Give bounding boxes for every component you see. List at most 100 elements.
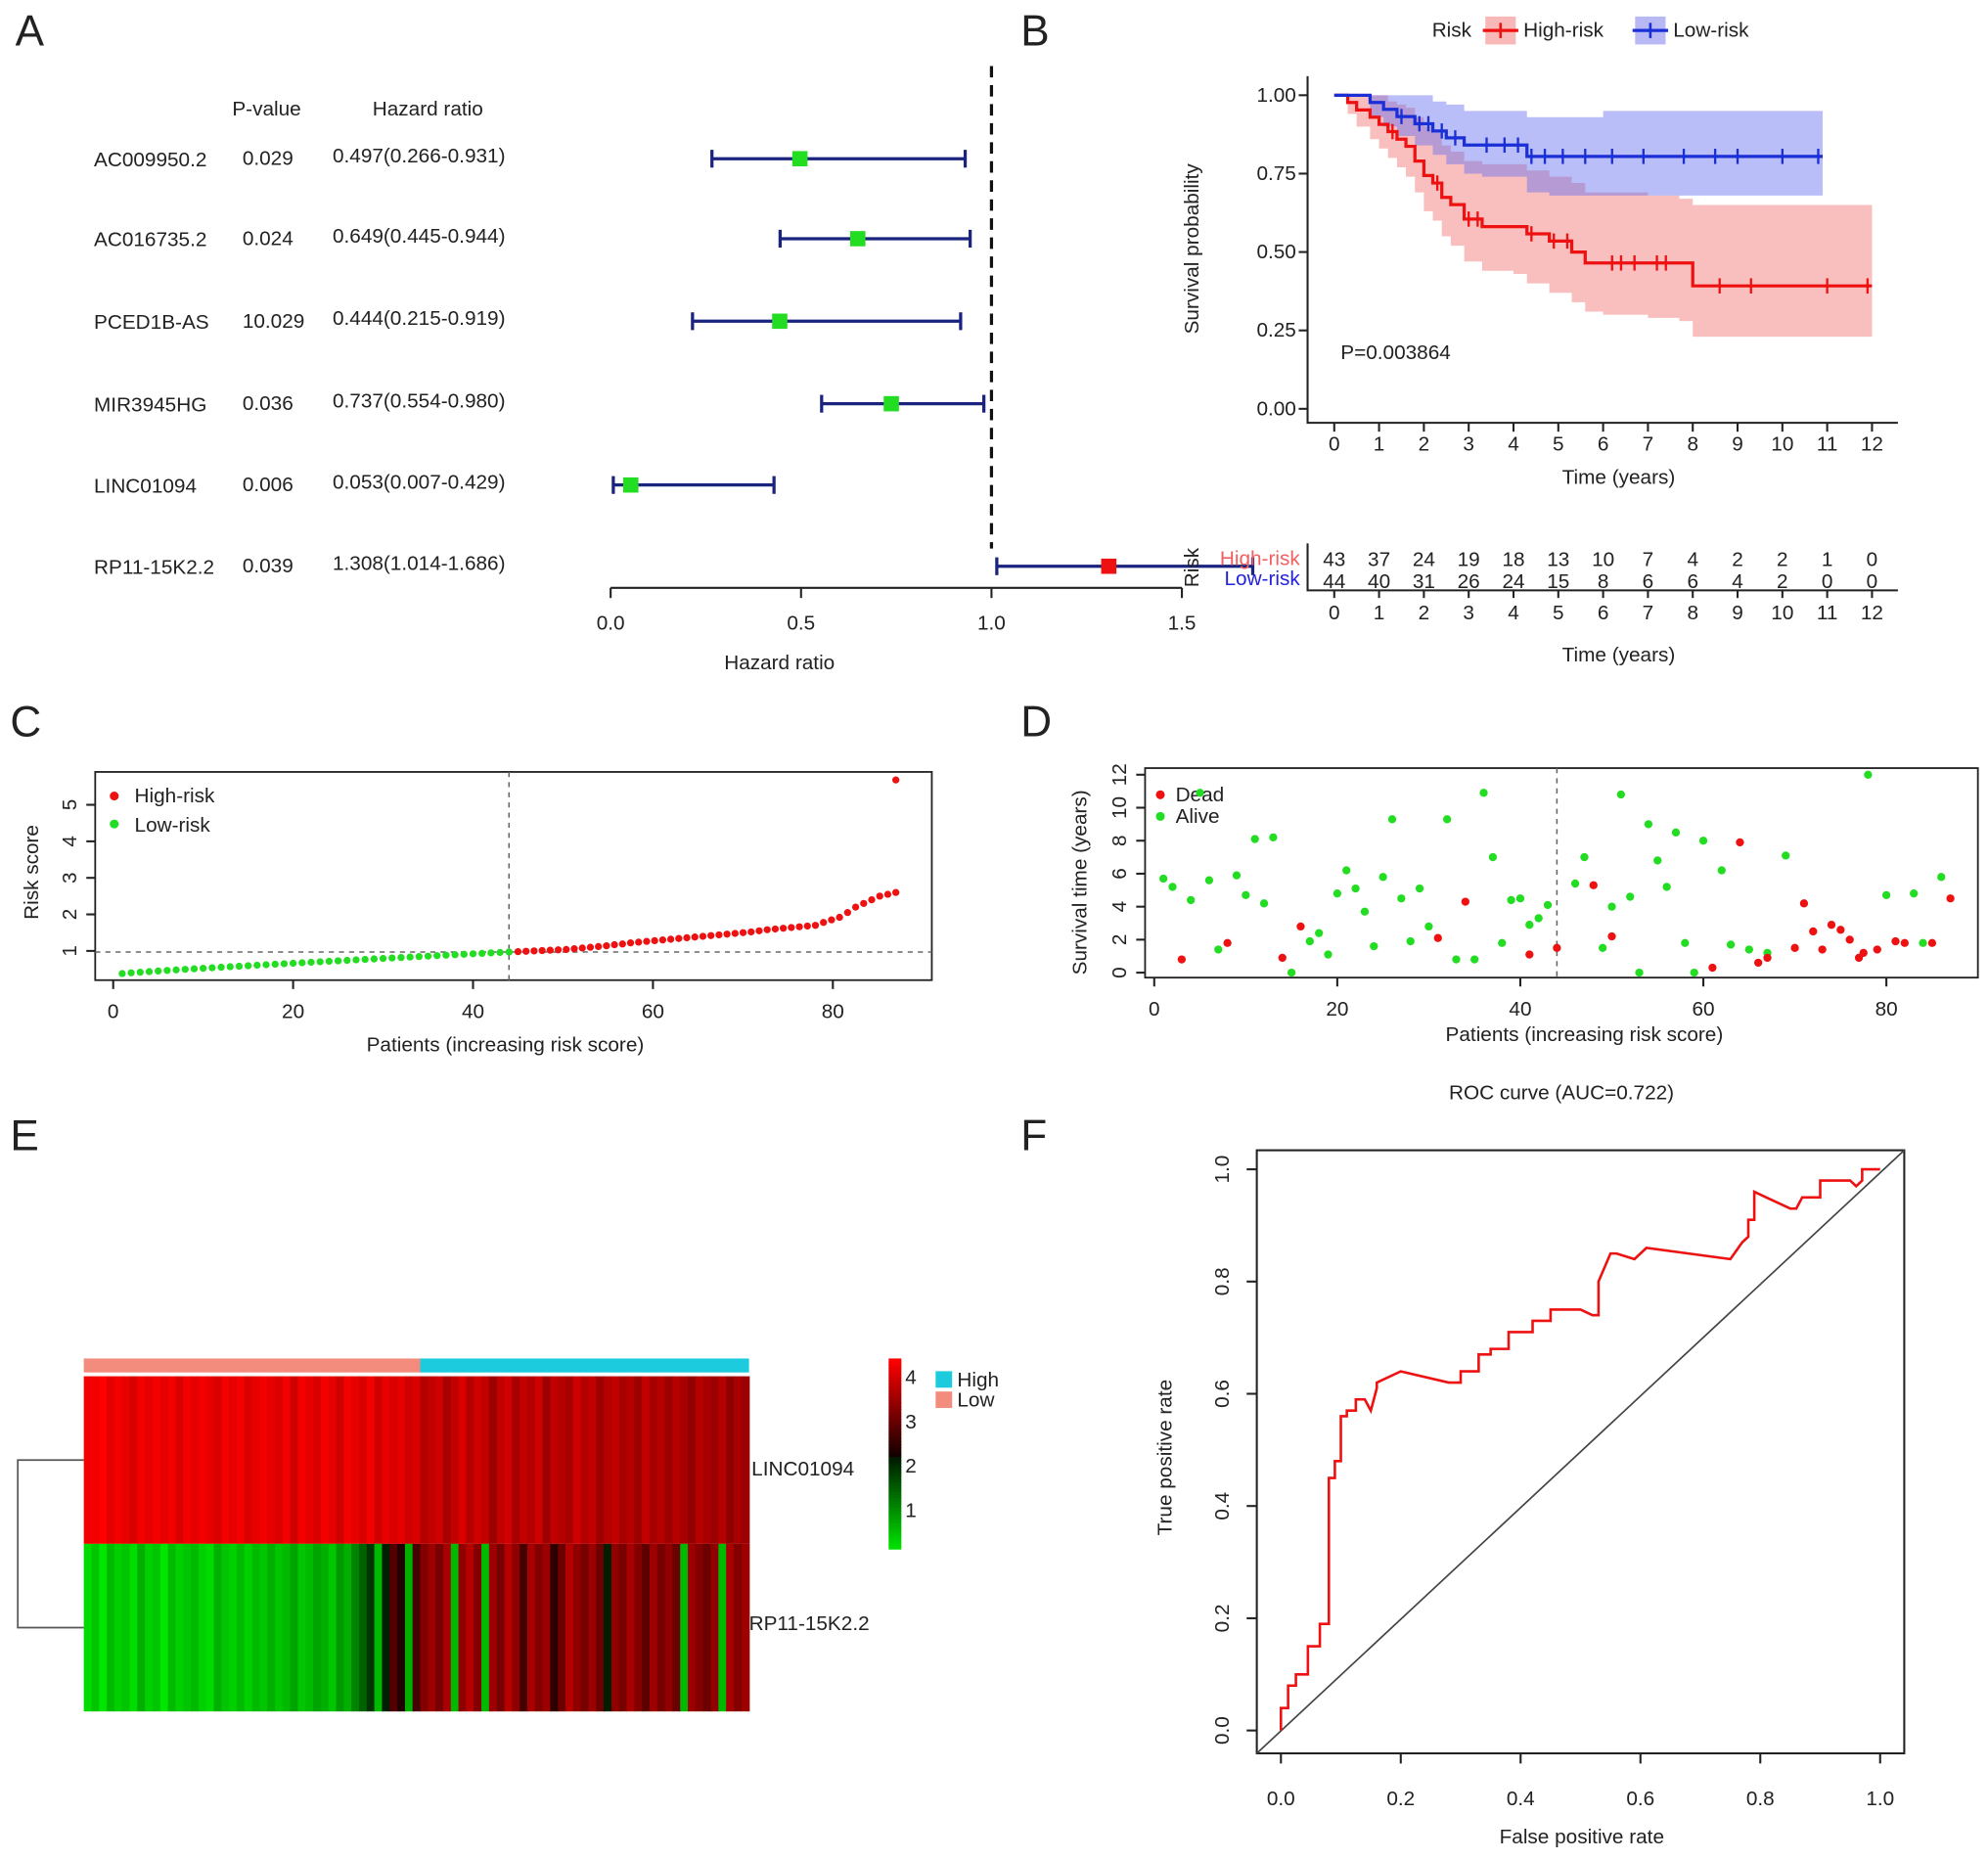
- forest-pvalue: 0.024: [243, 227, 294, 250]
- c-legend-high-dot: [110, 792, 119, 801]
- heatmap-cell: [145, 1543, 154, 1712]
- heatmap-cell: [366, 1543, 376, 1712]
- c-y-tick-label: 1: [59, 945, 81, 957]
- roc-xlabel: False positive rate: [1500, 1826, 1664, 1848]
- d-alive-point: [1488, 852, 1498, 862]
- colorbar-segment: [888, 1478, 902, 1483]
- c-high-point: [860, 899, 868, 907]
- heatmap-cell: [320, 1543, 330, 1712]
- d-alive-point: [1662, 883, 1671, 891]
- heatmap-cell: [474, 1543, 482, 1712]
- c-legend-low-dot: [110, 819, 119, 829]
- c-high-point: [514, 947, 522, 956]
- heatmap-cell: [244, 1376, 253, 1544]
- colorbar-segment: [888, 1377, 902, 1382]
- d-dead-point: [1607, 931, 1616, 941]
- c-low-point: [235, 962, 244, 971]
- heatmap-cell: [404, 1543, 414, 1712]
- heatmap-cell: [664, 1376, 674, 1544]
- colorbar-segment: [888, 1381, 902, 1385]
- heatmap-cell: [137, 1376, 146, 1544]
- colorbar-segment: [888, 1434, 902, 1439]
- heatmap-cell: [634, 1376, 643, 1544]
- c-low-point: [424, 952, 432, 960]
- heatmap-cell: [305, 1543, 314, 1712]
- risk-table-x-tick-label: 7: [1643, 602, 1654, 624]
- forest-gene-label: MIR3945HG: [94, 393, 206, 416]
- heatmap-cell: [435, 1543, 444, 1712]
- roc-x-tick-label: 0.0: [1267, 1788, 1295, 1810]
- panel-label-d: D: [1020, 699, 1052, 747]
- c-high-point: [643, 937, 651, 945]
- heatmap-cell: [450, 1376, 460, 1544]
- heatmap-cell: [572, 1376, 582, 1544]
- panel-label-b: B: [1020, 8, 1049, 56]
- heatmap-cell: [672, 1543, 682, 1712]
- risk-table-frame: [1306, 543, 1898, 592]
- d-alive-point: [1187, 895, 1196, 905]
- c-high-point: [811, 922, 820, 930]
- heatmap-cell: [520, 1376, 528, 1544]
- c-high-point: [699, 932, 707, 940]
- risk-table-count: 26: [1458, 570, 1480, 593]
- heatmap-cell: [588, 1543, 598, 1712]
- d-alive-point: [1726, 940, 1736, 949]
- heatmap-cell: [389, 1376, 398, 1544]
- risk-table-count: 0: [1822, 570, 1833, 593]
- d-dead-point: [1763, 953, 1772, 963]
- heatmap-cell: [604, 1543, 612, 1712]
- roc-ylabel: True positive rate: [1154, 1380, 1177, 1536]
- heatmap-cell: [152, 1376, 161, 1544]
- c-y-tick-label: 3: [59, 872, 81, 884]
- heatmap-cell: [328, 1543, 338, 1712]
- colorbar-tick-label: 4: [905, 1366, 917, 1388]
- risk-table-count: 6: [1643, 570, 1654, 593]
- heatmap-cell: [183, 1543, 192, 1712]
- c-low-point: [136, 969, 144, 976]
- risk-table-count: 13: [1547, 549, 1569, 571]
- c-low-point: [343, 956, 351, 965]
- d-alive-point: [1507, 895, 1515, 905]
- heatmap-cell: [588, 1376, 598, 1544]
- heatmap-cell: [504, 1376, 514, 1544]
- km-x-tick-label: 0: [1329, 433, 1340, 456]
- c-high-point: [603, 942, 610, 950]
- colorbar-segment: [888, 1481, 902, 1486]
- c-low-point: [208, 964, 216, 972]
- d-alive-point: [1498, 938, 1507, 947]
- colorbar-segment: [888, 1456, 902, 1461]
- colorbar-segment: [888, 1469, 902, 1474]
- c-high-point: [538, 946, 546, 955]
- c-x-tick-label: 40: [462, 1001, 484, 1023]
- heatmap-cell: [251, 1376, 261, 1544]
- d-alive-point: [1324, 950, 1333, 959]
- heatmap-cell: [733, 1376, 743, 1544]
- colorbar-segment: [888, 1393, 902, 1398]
- c-low-point: [442, 951, 450, 959]
- c-low-point: [280, 960, 289, 968]
- heatmap-cell: [695, 1543, 704, 1712]
- c-low-point: [155, 967, 162, 975]
- c-high-point: [876, 892, 883, 900]
- d-alive-point: [1378, 873, 1387, 882]
- heatmap-cell: [336, 1376, 345, 1544]
- d-alive-point: [1287, 968, 1296, 977]
- forest-x-tick-label: 1.0: [977, 612, 1006, 635]
- risk-table-count: 4: [1732, 570, 1743, 593]
- heatmap-cell: [558, 1376, 566, 1544]
- d-alive-point: [1534, 914, 1543, 923]
- heatmap-cell: [213, 1376, 223, 1544]
- forest-pvalue: 0.036: [243, 392, 294, 415]
- heatmap-cell: [565, 1543, 574, 1712]
- forest-x-tick-label: 0.5: [787, 612, 815, 635]
- risk-table-count: 8: [1598, 570, 1609, 593]
- pvalue-header: P-value: [232, 98, 300, 120]
- c-low-point: [478, 949, 486, 958]
- heatmap-cell: [526, 1376, 536, 1544]
- heatmap-cell: [718, 1376, 727, 1544]
- c-low-point: [181, 966, 189, 974]
- c-low-point: [487, 949, 495, 957]
- c-high-point: [707, 931, 715, 939]
- heatmap-cell: [129, 1543, 139, 1712]
- heatmap-cell: [504, 1543, 514, 1712]
